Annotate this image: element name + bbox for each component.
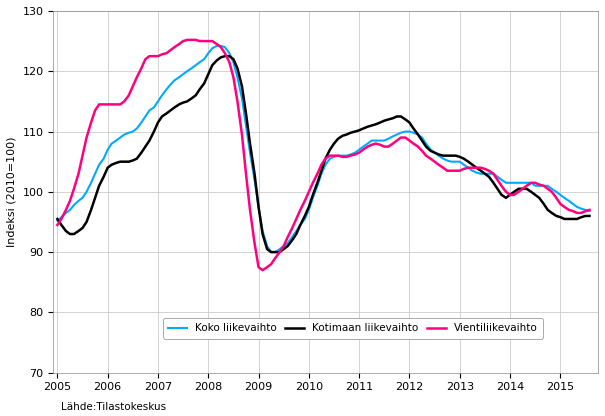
Line: Kotimaan liikevaihto: Kotimaan liikevaihto — [57, 56, 589, 252]
Kotimaan liikevaihto — [267, 250, 275, 255]
Kotimaan liikevaihto — [569, 216, 577, 221]
Kotimaan liikevaihto — [255, 204, 262, 209]
Legend: Koko liikevaihto, Kotimaan liikevaihto, Vientiliikevaihto: Koko liikevaihto, Kotimaan liikevaihto, … — [163, 318, 543, 339]
Koko liikevaihto — [519, 180, 526, 185]
Line: Koko liikevaihto: Koko liikevaihto — [57, 46, 589, 252]
Vientiliikevaihto — [339, 154, 346, 159]
Vientiliikevaihto — [255, 265, 262, 270]
Text: Lähde:Tilastokeskus: Lähde:Tilastokeskus — [60, 402, 166, 412]
Koko liikevaihto — [267, 250, 275, 255]
Vientiliikevaihto — [280, 244, 287, 249]
Kotimaan liikevaihto — [519, 186, 526, 191]
Kotimaan liikevaihto — [586, 213, 593, 218]
Koko liikevaihto — [183, 69, 191, 74]
Koko liikevaihto — [280, 244, 287, 249]
Line: Vientiliikevaihto: Vientiliikevaihto — [57, 40, 589, 270]
Koko liikevaihto — [586, 208, 593, 213]
Y-axis label: Indeksi (2010=100): Indeksi (2010=100) — [7, 136, 17, 247]
Vientiliikevaihto — [569, 208, 577, 213]
Koko liikevaihto — [339, 153, 346, 158]
Koko liikevaihto — [213, 43, 220, 48]
Kotimaan liikevaihto — [221, 54, 229, 59]
Vientiliikevaihto — [519, 186, 526, 191]
Koko liikevaihto — [255, 204, 262, 209]
Koko liikevaihto — [569, 201, 577, 206]
Kotimaan liikevaihto — [183, 99, 191, 104]
Kotimaan liikevaihto — [339, 133, 346, 138]
Kotimaan liikevaihto — [54, 216, 61, 221]
Vientiliikevaihto — [188, 37, 195, 42]
Koko liikevaihto — [54, 218, 61, 223]
Vientiliikevaihto — [183, 37, 191, 42]
Kotimaan liikevaihto — [280, 247, 287, 252]
Vientiliikevaihto — [586, 208, 593, 213]
Vientiliikevaihto — [54, 223, 61, 228]
Vientiliikevaihto — [259, 268, 266, 273]
